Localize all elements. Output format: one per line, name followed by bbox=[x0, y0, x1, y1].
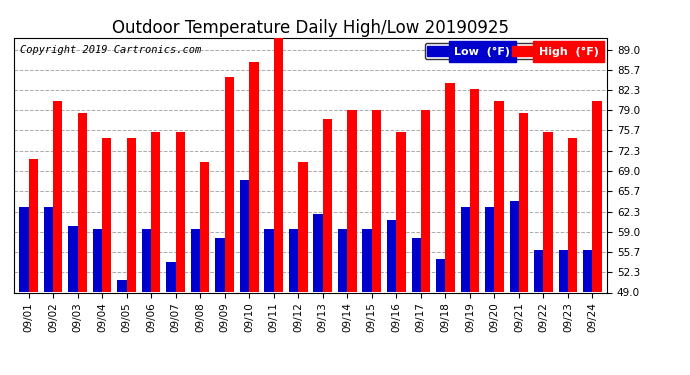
Bar bbox=[534, 250, 544, 292]
Bar bbox=[126, 138, 136, 292]
Bar bbox=[249, 62, 259, 292]
Bar bbox=[396, 132, 406, 292]
Bar bbox=[225, 77, 234, 292]
Bar bbox=[593, 101, 602, 292]
Bar bbox=[372, 110, 381, 292]
Bar bbox=[28, 159, 38, 292]
Bar bbox=[274, 38, 283, 292]
Bar bbox=[411, 238, 421, 292]
Bar bbox=[142, 229, 151, 292]
Bar bbox=[200, 162, 210, 292]
Bar bbox=[362, 229, 372, 292]
Bar bbox=[166, 262, 176, 292]
Bar bbox=[298, 162, 308, 292]
Bar bbox=[519, 113, 529, 292]
Bar bbox=[559, 250, 568, 292]
Bar bbox=[43, 207, 53, 292]
Bar bbox=[176, 132, 185, 292]
Legend: Low  (°F), High  (°F): Low (°F), High (°F) bbox=[424, 43, 602, 59]
Bar bbox=[583, 250, 593, 292]
Bar bbox=[544, 132, 553, 292]
Title: Outdoor Temperature Daily High/Low 20190925: Outdoor Temperature Daily High/Low 20190… bbox=[112, 20, 509, 38]
Bar bbox=[347, 110, 357, 292]
Bar bbox=[264, 229, 274, 292]
Bar bbox=[92, 229, 102, 292]
Bar bbox=[495, 101, 504, 292]
Bar bbox=[436, 259, 445, 292]
Bar bbox=[19, 207, 28, 292]
Bar bbox=[240, 180, 249, 292]
Bar bbox=[191, 229, 200, 292]
Bar bbox=[68, 226, 77, 292]
Bar bbox=[323, 120, 332, 292]
Bar bbox=[102, 138, 111, 292]
Bar bbox=[77, 113, 87, 292]
Bar bbox=[289, 229, 298, 292]
Bar bbox=[421, 110, 430, 292]
Bar bbox=[387, 220, 396, 292]
Bar bbox=[568, 138, 578, 292]
Bar bbox=[470, 89, 479, 292]
Bar bbox=[510, 201, 519, 292]
Bar bbox=[117, 280, 126, 292]
Bar bbox=[445, 83, 455, 292]
Bar bbox=[215, 238, 225, 292]
Bar bbox=[151, 132, 161, 292]
Bar bbox=[485, 207, 495, 292]
Bar bbox=[338, 229, 347, 292]
Bar bbox=[313, 214, 323, 292]
Bar bbox=[460, 207, 470, 292]
Bar bbox=[53, 101, 62, 292]
Text: Copyright 2019 Cartronics.com: Copyright 2019 Cartronics.com bbox=[20, 45, 201, 55]
